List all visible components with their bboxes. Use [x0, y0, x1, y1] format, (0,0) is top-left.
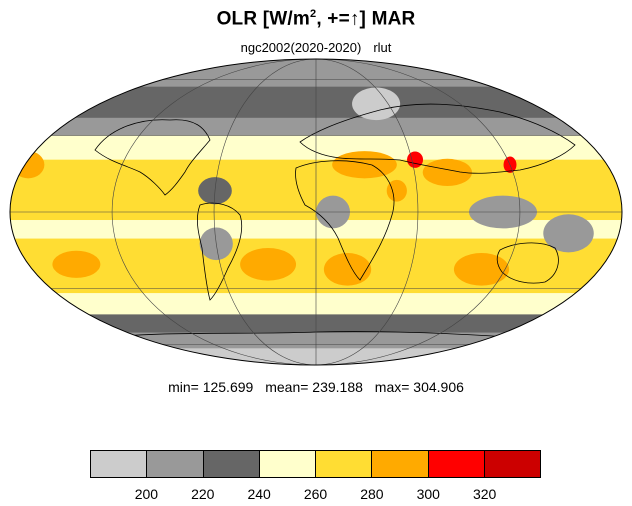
australia-coastline	[496, 242, 559, 284]
olr-patch-15	[352, 87, 401, 121]
field-statistics: min= 125.699 mean= 239.188 max= 304.906	[0, 379, 632, 395]
colorbar-tick-label: 200	[134, 486, 159, 502]
olr-patch-3	[422, 158, 472, 187]
colorbar-tick-label: 240	[247, 486, 271, 502]
olr-patch-0	[12, 151, 45, 179]
colorbar-swatch	[484, 451, 540, 477]
olr-patch-2	[332, 151, 397, 179]
colorbar-swatch	[203, 451, 260, 477]
colorbar-swatch	[428, 451, 485, 477]
colorbar-tick-label: 220	[191, 486, 215, 502]
south-america-coastline	[196, 202, 243, 301]
north-america-coastline	[94, 119, 211, 196]
stat-mean: mean= 239.188	[265, 379, 363, 395]
colorbar-swatch	[147, 451, 204, 477]
stat-max: max= 304.906	[374, 379, 464, 395]
olr-patch-1	[52, 250, 101, 278]
world-map	[9, 58, 623, 366]
africa-coastline	[295, 160, 395, 281]
colorbar-swatch	[259, 451, 316, 477]
variable-name: rlut	[373, 40, 392, 55]
colorbar	[90, 450, 541, 478]
meridian-line	[111, 59, 317, 365]
colorbar-tick-label: 260	[303, 486, 328, 502]
olr-patch-5	[240, 248, 297, 281]
colorbar-tick-label: 320	[472, 486, 497, 502]
olr-patch-7	[407, 151, 424, 168]
meridian-line	[315, 59, 419, 365]
europe-asia-coastline	[299, 103, 576, 174]
map-title: OLR [W/m2, +=↑] MAR	[216, 8, 416, 30]
meridian-line	[315, 59, 521, 365]
colorbar-swatch	[372, 451, 429, 477]
colorbar-tick-label: 280	[360, 486, 384, 502]
graticule	[10, 59, 622, 365]
colorbar-ticks: 200 220 240 260 280 300 320	[0, 486, 632, 504]
map-subtitle: ngc2002(2020-2020) rlut	[0, 40, 632, 55]
colorbar-swatch	[91, 451, 148, 477]
olr-patch-9	[386, 179, 407, 202]
case-name: ngc2002(2020-2020)	[240, 40, 362, 55]
meridian-line	[213, 59, 317, 365]
olr-patch-6	[453, 252, 510, 286]
colorbar-tick-label: 300	[416, 486, 440, 502]
map-border	[9, 58, 623, 366]
stat-min: min= 125.699	[168, 379, 254, 395]
olr-patch-4	[323, 252, 372, 286]
colorbar-swatch	[316, 451, 373, 477]
olr-patch-14	[543, 214, 594, 253]
